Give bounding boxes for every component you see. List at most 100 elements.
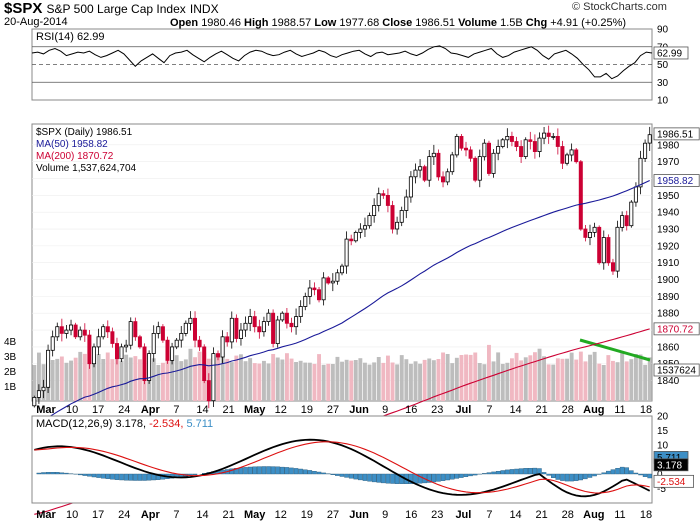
- macd-histogram-bar: [647, 473, 652, 479]
- x-label: Jun: [349, 404, 369, 416]
- macd-histogram-bar: [574, 473, 579, 481]
- macd-histogram-bar: [587, 473, 593, 478]
- volume-bar: [546, 364, 551, 401]
- volume-bar: [298, 360, 303, 401]
- volume-bar: [390, 362, 395, 401]
- candle-body: [583, 228, 588, 238]
- macd-title-part: 3.178,: [115, 418, 149, 430]
- price-tick-label: 1950: [657, 191, 680, 202]
- x-label: Jul: [455, 404, 471, 416]
- macd-histogram-bar: [482, 473, 487, 475]
- volume-bar: [418, 363, 422, 401]
- candle-body: [427, 156, 432, 181]
- volume-bar: [477, 363, 482, 401]
- macd-last: 3.178: [657, 460, 682, 471]
- volume-bar: [523, 357, 528, 401]
- candle-body: [261, 321, 266, 333]
- volume-bar: [101, 359, 106, 401]
- candle-body: [73, 324, 78, 338]
- candle-body: [385, 194, 390, 206]
- volume-bar: [376, 357, 381, 401]
- x-label: May: [244, 404, 266, 416]
- candle-body: [532, 141, 537, 153]
- x-label-bottom: Mar: [36, 509, 56, 521]
- candle-body: [436, 152, 441, 178]
- macd-title: MACD(12,26,9) 3.178, -2.534, 5.711: [36, 418, 213, 430]
- volume-bar: [450, 363, 455, 401]
- price-tick-label: 1980: [657, 140, 680, 151]
- macd-histogram-bar: [555, 473, 561, 480]
- macd-histogram-bar: [417, 473, 423, 484]
- candle-body: [339, 265, 344, 274]
- x-label-bottom: 24: [118, 509, 130, 521]
- volume-bar: [248, 358, 253, 401]
- candle-body: [560, 146, 565, 164]
- volume-bar: [344, 359, 349, 401]
- volume-bar: [216, 356, 220, 401]
- volume-bar: [606, 355, 611, 401]
- volume-bar: [133, 356, 138, 401]
- volume-bar: [427, 358, 432, 401]
- candle-body: [422, 166, 427, 181]
- candle-body: [303, 295, 308, 307]
- chg-label: Chg: [525, 17, 548, 29]
- candle-body: [459, 135, 464, 149]
- volume-bar: [340, 361, 344, 401]
- candle-body: [505, 135, 510, 141]
- candle-body: [36, 390, 41, 398]
- chg-value: +4.91 (+0.25%): [550, 17, 627, 29]
- volume-bar: [496, 352, 501, 401]
- candle-body: [206, 380, 211, 402]
- candle-body: [528, 139, 533, 142]
- macd-histogram-bar: [137, 473, 143, 481]
- x-label-bottom: 28: [562, 509, 574, 521]
- candle-body: [353, 231, 358, 242]
- candle-body: [555, 135, 560, 147]
- macd-histogram-bar: [468, 473, 473, 477]
- volume-bar: [565, 358, 569, 401]
- macd-histogram-bar: [564, 473, 570, 482]
- macd-histogram-bar: [592, 473, 597, 477]
- rsi-tick-label: 10: [657, 96, 669, 107]
- candle-body: [482, 142, 487, 158]
- macd-histogram-bar: [266, 466, 271, 475]
- candle-body: [523, 139, 528, 158]
- candle-body: [413, 169, 418, 178]
- macd-histogram-bar: [472, 473, 478, 476]
- candle-body: [486, 142, 491, 174]
- price-last-value-box: [653, 127, 700, 141]
- candle-body: [473, 157, 478, 181]
- candle-body: [115, 343, 120, 360]
- quote-line: Open 1980.46 High 1988.57 Low 1977.68 Cl…: [170, 17, 626, 29]
- candle-body: [404, 196, 409, 211]
- volume-bar: [459, 355, 464, 401]
- x-label: 21: [222, 404, 234, 416]
- volume-bar: [583, 361, 588, 401]
- candle-body: [307, 287, 312, 297]
- candle-body: [496, 146, 501, 154]
- volume-bar: [555, 358, 560, 401]
- volume-bar: [441, 352, 445, 401]
- candle-body: [179, 332, 184, 341]
- candle-body: [408, 176, 413, 198]
- volume-bar: [422, 359, 427, 401]
- macd-histogram-bar: [123, 473, 129, 481]
- volume-bar: [363, 362, 367, 401]
- ma50-last-value-box: [653, 174, 700, 187]
- price-tick-label: 1930: [657, 225, 680, 236]
- volume-bar: [50, 360, 55, 401]
- macd-histogram-bar: [344, 473, 349, 478]
- macd-signal-line: [34, 441, 650, 494]
- x-label: 11: [614, 404, 625, 416]
- macd-histogram-bar: [45, 472, 51, 475]
- x-label: 16: [405, 404, 417, 416]
- macd-histogram-bar: [59, 472, 65, 475]
- volume-bar: [634, 354, 638, 401]
- volume-bar: [473, 352, 478, 401]
- macd-histogram-bar: [50, 472, 55, 475]
- macd-title-part: MACD(12,26,9): [36, 418, 115, 430]
- candle-body: [82, 329, 87, 336]
- macd-histogram-bar: [321, 472, 326, 475]
- x-label-bottom: 21: [536, 509, 548, 521]
- volume-bar: [358, 358, 363, 401]
